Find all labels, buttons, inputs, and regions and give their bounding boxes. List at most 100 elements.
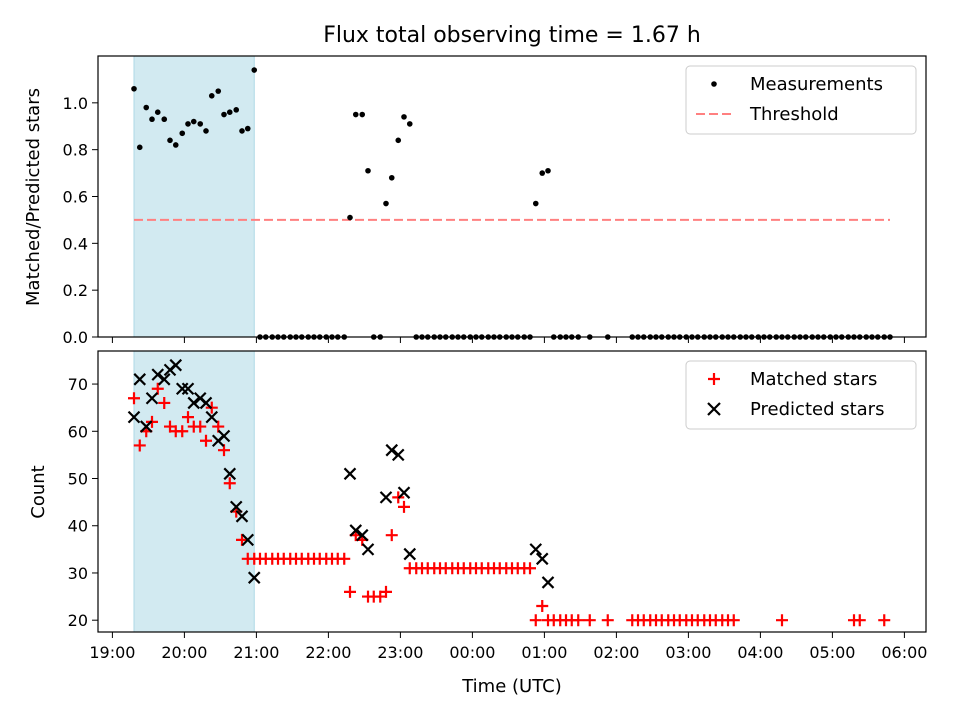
measurement-point — [251, 67, 258, 73]
predicted-stars-point — [403, 547, 417, 561]
measurement-point — [365, 167, 371, 174]
count-panel: 20 30 40 50 60 70 19:00 20:00 21:00 22:00 23:00 00… — [28, 350, 927, 662]
predicted-stars-point — [175, 382, 189, 396]
matched-stars-point — [223, 477, 236, 490]
measurement-point — [208, 93, 215, 99]
measurement-point — [221, 111, 227, 118]
y-tick-label: 20 — [68, 611, 88, 630]
y-tick-label: 0.8 — [63, 141, 88, 160]
y-tick-label: 1.0 — [63, 94, 88, 113]
count-axes-frame — [97, 350, 927, 633]
predicted-stars-point — [541, 576, 555, 589]
legend-predicted-marker — [707, 402, 721, 416]
matched-stars-point — [338, 552, 351, 565]
measurement-point — [239, 128, 245, 134]
x-tick-label: 02:00 — [593, 643, 639, 662]
y-tick-label: 0.2 — [63, 281, 88, 300]
matched-stars-point — [583, 614, 596, 627]
matched-stars-point — [536, 600, 549, 613]
predicted-stars-point — [187, 396, 201, 410]
legend-label: Matched stars — [750, 369, 877, 390]
observing-window-shade — [134, 351, 255, 632]
predicted-stars-point — [535, 552, 549, 566]
matched-stars-point — [218, 444, 230, 457]
x-tick-label: 21:00 — [233, 643, 279, 662]
measurement-point — [347, 214, 353, 221]
measurement-point — [185, 121, 191, 127]
matched-stars-point — [398, 500, 410, 513]
matched-stars-point — [380, 585, 392, 598]
predicted-stars-point — [151, 368, 165, 381]
predicted-stars-point — [127, 410, 141, 424]
matched-stars-point — [151, 382, 164, 395]
y-tick-label: 0.0 — [63, 328, 88, 347]
x-tick-label: 00:00 — [449, 643, 495, 662]
legend-box — [685, 65, 917, 135]
predicted-stars-point — [229, 500, 243, 514]
predicted-stars-point — [145, 391, 159, 405]
y-tick-label: 40 — [68, 517, 88, 536]
matched-stars-point — [853, 614, 866, 627]
legend-box — [685, 360, 917, 430]
measurement-point — [215, 88, 222, 94]
x-tick-label: 19:00 — [89, 643, 135, 662]
measurement-point — [149, 116, 155, 123]
observing-window-shade — [134, 56, 255, 337]
measurement-point — [161, 116, 168, 123]
measurement-point — [233, 107, 240, 113]
matched-stars-point — [572, 614, 585, 627]
matched-stars-point — [344, 585, 356, 598]
matched-stars-point — [200, 434, 212, 447]
matched-stars-point — [385, 529, 398, 542]
y-tick-label: 50 — [68, 470, 88, 489]
matched-stars-point — [878, 614, 891, 627]
measurement-point — [352, 111, 359, 118]
legend-label: Measurements — [750, 74, 883, 95]
matched-stars-point — [524, 562, 536, 575]
predicted-stars-point — [139, 420, 153, 433]
measurement-point — [226, 109, 233, 115]
measurement-point — [190, 118, 197, 125]
predicted-stars-point — [199, 396, 213, 410]
predicted-stars-point — [355, 528, 369, 542]
chart-title: Flux total observing time = 1.67 h — [323, 23, 701, 48]
y-tick-label: 0.4 — [63, 234, 88, 253]
x-tick-label: 05:00 — [809, 643, 855, 662]
measurement-point — [383, 200, 389, 207]
measurement-point — [359, 111, 366, 118]
ratio-y-axis-label: Matched/Predicted stars — [23, 88, 44, 306]
matched-stars-point — [182, 411, 194, 424]
predicted-stars-point — [391, 448, 405, 462]
measurement-point — [167, 137, 173, 144]
measurement-point — [179, 130, 186, 137]
predicted-stars-point — [169, 358, 183, 372]
measurement-point — [136, 144, 143, 151]
x-tick-label: 06:00 — [881, 643, 927, 662]
measurement-point — [406, 121, 413, 127]
x-tick-label: 20:00 — [161, 643, 207, 662]
predicted-stars-point — [235, 510, 249, 523]
measurement-point — [539, 170, 546, 176]
matched-stars-point — [601, 614, 614, 627]
predicted-stars-point — [529, 543, 543, 556]
measurement-point — [154, 109, 161, 115]
ratio-panel: 0.0 0.2 0.4 0.6 0.8 1.0 Matched/Predicted sta… — [23, 55, 927, 347]
matched-stars-point — [158, 396, 171, 409]
x-tick-label: 01:00 — [521, 643, 567, 662]
y-tick-label: 0.6 — [63, 188, 88, 207]
predicted-stars-point — [397, 486, 411, 499]
measurement-point — [388, 174, 395, 181]
predicted-stars-point — [205, 410, 219, 424]
predicted-stars-point — [349, 524, 363, 537]
predicted-stars-point — [241, 533, 255, 547]
measurement-point — [172, 142, 179, 148]
x-tick-label: 04:00 — [737, 643, 783, 662]
matched-stars-point — [529, 614, 542, 627]
predicted-stars-point — [385, 443, 399, 457]
legend-matched-marker — [708, 373, 720, 385]
matched-stars-point — [236, 533, 248, 546]
predicted-stars-point — [157, 373, 171, 386]
measurement-point — [395, 137, 402, 144]
predicted-stars-point — [217, 429, 231, 443]
matched-stars-point — [212, 420, 225, 433]
